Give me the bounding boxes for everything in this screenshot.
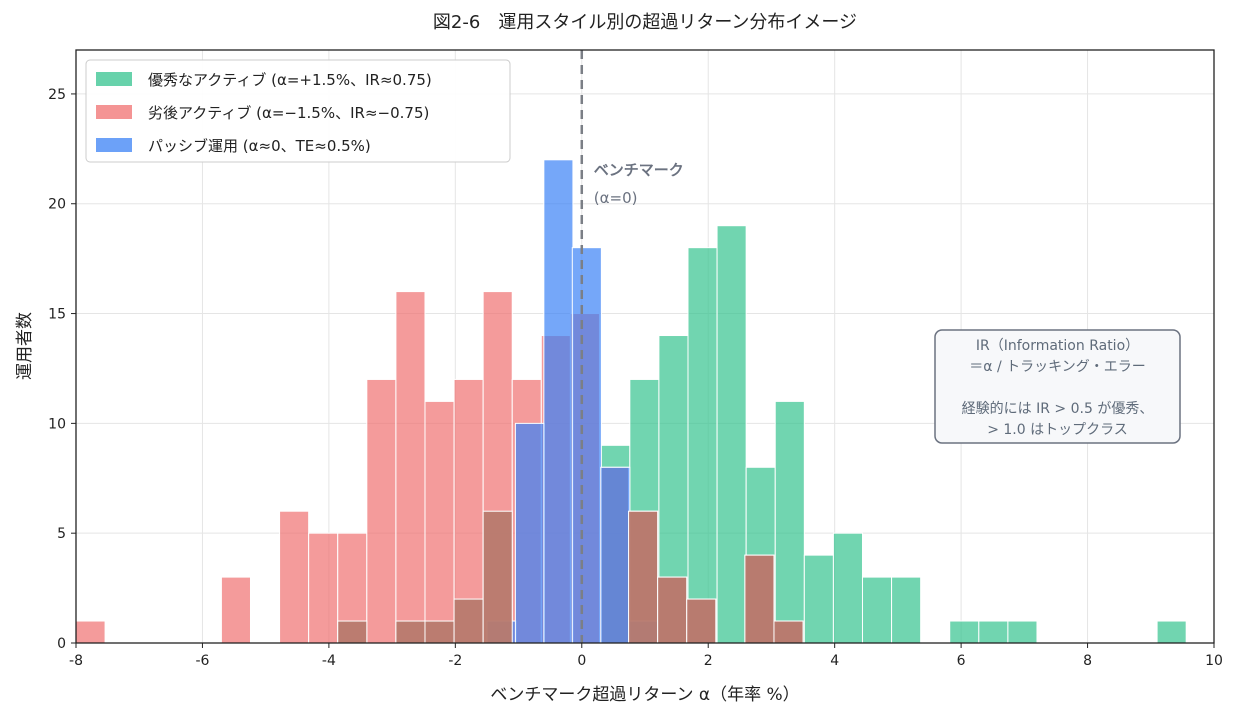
bar-outperform [687,247,718,644]
bar-overlap [424,620,455,644]
bar-overlap [744,554,775,644]
legend-entry: 劣後アクティブ (α=−1.5%、IR≈−0.75) [148,104,429,122]
axis-ticks: -8 -6 -4 -2 0 2 4 6 8 10 0 5 10 15 20 25 [48,87,1223,669]
benchmark-marker: ベンチマーク (α=0) [580,50,684,643]
x-tick-label: 0 [577,653,586,669]
bar-overlap [686,598,717,644]
bar-outperform [1156,620,1187,644]
note-line: ＝α / トラッキング・エラー [969,359,1145,375]
x-tick-label: -8 [69,653,83,669]
legend-entry: パッシブ運用 (α≈0、TE≈0.5%) [148,137,371,155]
y-tick-label: 25 [48,87,66,103]
y-tick-label: 15 [48,307,66,323]
x-tick-label: 8 [1083,653,1092,669]
bar-overlap [395,620,426,644]
bar-passive [571,247,602,644]
bar-overlap [628,510,659,644]
y-tick-label: 5 [57,526,66,542]
bar-underperform [424,400,455,644]
bar-underperform [395,291,426,644]
bar-underperform [220,576,251,644]
bars [75,159,1187,644]
bar-underperform [75,620,106,644]
note-line: 経験的には IR > 0.5 が優秀、 [962,401,1154,417]
legend-swatch [96,105,132,119]
x-axis-label: ベンチマーク超過リターン α（年率 %） [490,685,799,705]
bar-overlap [657,576,688,644]
x-tick-label: 10 [1205,653,1223,669]
x-tick-label: 2 [704,653,713,669]
bar-outperform [803,554,834,644]
x-tick-label: -4 [322,653,336,669]
bar-outperform [861,576,893,644]
note-frame [934,329,1181,444]
bar-underperform [366,378,397,644]
bar-outperform [891,576,922,644]
y-axis-label: 運用者数 [15,312,35,380]
bar-overlap [453,598,484,644]
x-tick-label: 4 [830,653,839,669]
bar-overlap [337,620,368,644]
y-tick-label: 20 [48,197,66,213]
bar-outperform [774,400,805,644]
legend: 優秀なアクティブ (α=+1.5%、IR≈0.75) 劣後アクティブ (α=−1.… [85,59,511,163]
bar-overlap [773,620,804,644]
note-line: IR（Information Ratio） [976,338,1139,354]
bar-passive [543,159,574,644]
bar-outperform [978,620,1009,644]
legend-swatch [96,138,132,152]
legend-entry: 優秀なアクティブ (α=+1.5%、IR≈0.75) [148,71,432,89]
note-line: > 1.0 はトップクラス [987,422,1128,438]
bar-passive [600,466,631,644]
legend-frame [85,59,511,163]
y-tick-label: 0 [57,636,66,652]
bar-outperform [716,225,747,644]
bar-outperform [832,532,863,644]
x-tick-label: 6 [957,653,966,669]
bar-overlap [482,510,513,644]
chart-title: 図2-6 運用スタイル別の超過リターン分布イメージ [433,12,857,33]
bar-underperform [279,510,310,644]
benchmark-sublabel: (α=0) [594,189,638,207]
y-tick-label: 10 [48,416,66,432]
bar-outperform [1007,620,1038,644]
bar-underperform [308,532,339,644]
bar-passive [514,422,545,644]
benchmark-label: ベンチマーク [594,161,684,179]
ir-note-box: IR（Information Ratio） ＝α / トラッキング・エラー経験的に… [934,329,1181,444]
plot-frame [75,49,1215,644]
x-tick-label: -2 [448,653,462,669]
legend-swatch [96,72,132,86]
x-tick-label: -6 [195,653,209,669]
bar-outperform [949,620,980,644]
